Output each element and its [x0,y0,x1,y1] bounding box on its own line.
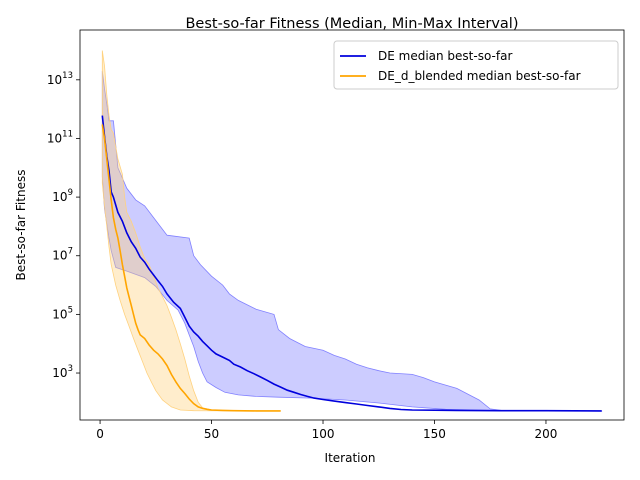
median-lines [101,115,602,412]
axes-frame [79,29,625,421]
x-axis-label: Iteration [325,451,376,465]
interval-band-0 [101,70,603,412]
legend-label-de: DE median best-so-far [378,49,512,63]
y-tick-label: 103 [52,364,73,380]
y-ticks: 103 105 107 109 1011 1013 [47,71,80,380]
legend-label-de-blended: DE_d_blended median best-so-far [378,69,581,83]
y-tick-label: 105 [52,305,73,321]
legend-box [333,40,619,90]
x-tick-label: 200 [535,427,558,441]
chart-title: Best-so-far Fitness (Median, Min-Max Int… [185,16,518,32]
median-line-0 [101,115,602,412]
y-axis-label: Best-so-far Fitness [14,170,28,281]
x-ticks: 0 50 100 150 200 [96,420,557,441]
x-tick-label: 0 [96,427,104,441]
x-tick-label: 100 [312,427,335,441]
x-tick-label: 50 [204,427,219,441]
y-tick-label: 1013 [47,71,73,87]
interval-bands [101,50,603,412]
y-tick-label: 1011 [47,129,73,145]
y-tick-label: 109 [52,188,73,204]
legend: DE median best-so-far DE_d_blended media… [333,40,619,90]
interval-band-1 [101,50,281,412]
y-tick-label: 107 [52,247,73,263]
x-tick-label: 150 [423,427,446,441]
median-line-1 [101,124,281,412]
